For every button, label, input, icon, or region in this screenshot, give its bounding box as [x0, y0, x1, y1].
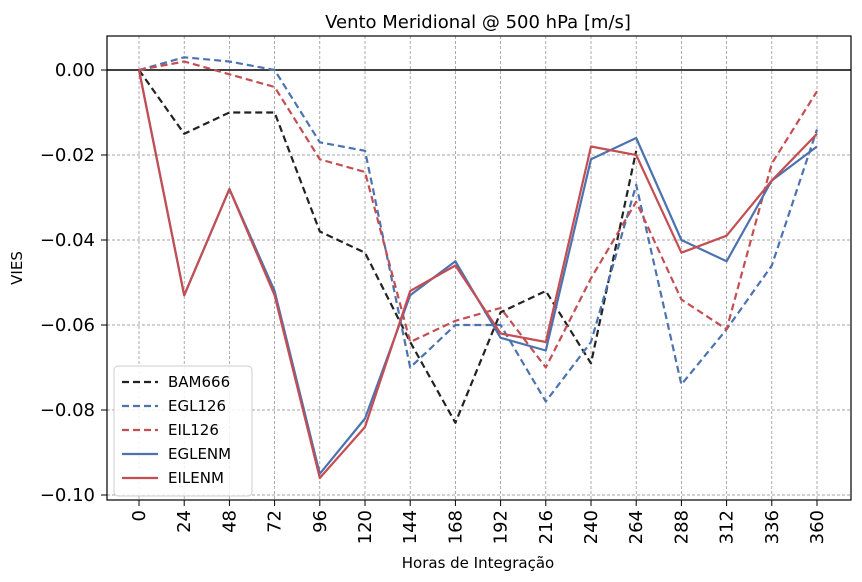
x-tick-label: 312 — [717, 510, 738, 544]
x-tick-label: 24 — [174, 510, 195, 533]
x-tick-label: 120 — [355, 510, 376, 544]
series-line-egl126 — [138, 56, 819, 403]
legend-label: EGL126 — [168, 397, 226, 415]
chart-title: Vento Meridional @ 500 hPa [m/s] — [325, 12, 631, 33]
x-tick-label: 216 — [536, 510, 557, 544]
x-tick-label: 288 — [671, 510, 692, 544]
plot-frame — [106, 35, 852, 501]
y-tick-label: −0.02 — [40, 145, 95, 166]
y-tick-label: −0.06 — [40, 315, 95, 336]
legend-label: EIL126 — [168, 421, 219, 439]
x-tick-label: 240 — [581, 510, 602, 544]
x-tick-label: 96 — [310, 510, 331, 533]
y-axis-ticks: 0.00 −0.02 −0.04 −0.06 −0.08 −0.10 — [40, 60, 107, 506]
series-line-eilenm — [137, 69, 818, 480]
y-tick-label: −0.08 — [40, 400, 95, 421]
legend-box — [113, 365, 253, 497]
x-axis-ticks: 0 24 48 72 96 120 144 168 192 216 240 264 288 312 336 3… — [129, 500, 828, 544]
y-axis-label: VIES — [8, 251, 26, 285]
x-tick-label: 144 — [400, 510, 421, 544]
x-tick-label: 192 — [491, 510, 512, 544]
x-tick-label: 48 — [219, 510, 240, 533]
x-axis-label: Horas de Integração — [402, 554, 554, 572]
series-line-bam666 — [138, 69, 638, 424]
x-tick-label: 168 — [445, 510, 466, 544]
legend: BAM666 EGL126 EIL126 EGLENM EILENM — [113, 365, 253, 497]
series-line-eil126 — [138, 60, 818, 369]
y-tick-label: 0.00 — [55, 60, 95, 81]
x-tick-label: 336 — [762, 510, 783, 544]
legend-label: EGLENM — [168, 445, 231, 463]
x-tick-label: 72 — [265, 510, 286, 533]
legend-label: EILENM — [168, 469, 224, 487]
x-tick-label: 0 — [129, 510, 150, 521]
series-group — [137, 56, 819, 480]
y-tick-label: −0.10 — [40, 485, 95, 506]
legend-label: BAM666 — [168, 373, 230, 391]
x-tick-label: 360 — [807, 510, 828, 544]
x-tick-label: 264 — [626, 510, 647, 544]
y-tick-label: −0.04 — [40, 230, 95, 251]
